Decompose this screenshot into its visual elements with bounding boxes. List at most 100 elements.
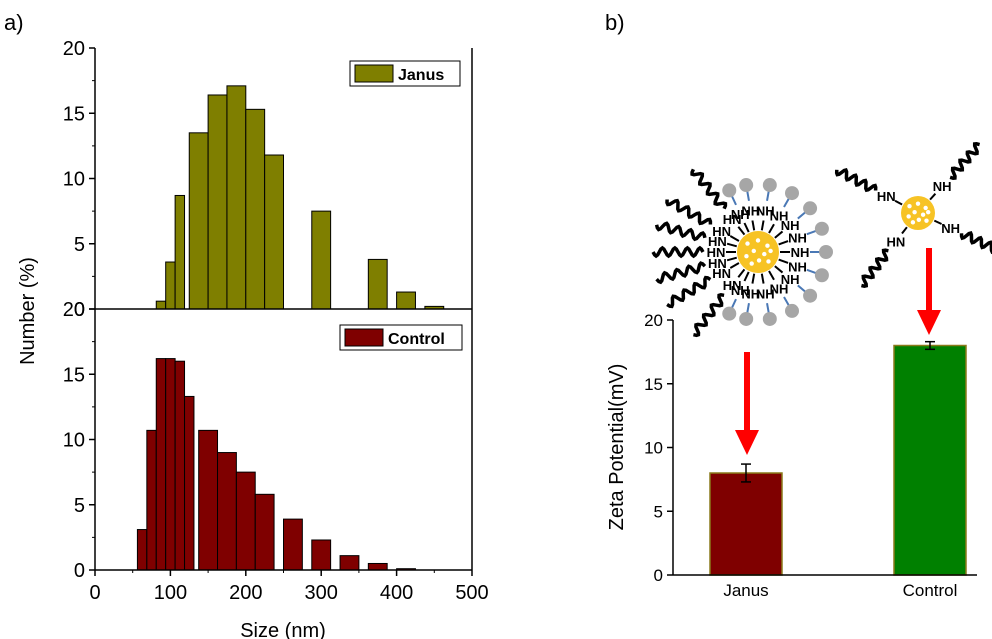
polymer-chain-left-4 [665, 198, 713, 226]
panel-label-b: b) [605, 10, 625, 35]
arrow-janus [735, 352, 759, 455]
panel-label-a: a) [4, 10, 24, 35]
control-label-0: HN [877, 189, 896, 204]
core-dot-janus-7 [766, 259, 771, 264]
nh-label-1: NH [770, 209, 789, 224]
spacer-right-9 [746, 303, 750, 314]
bar-janus-3 [188, 132, 209, 310]
control-linker-2 [901, 226, 908, 235]
core-dot-control-0 [907, 204, 912, 209]
bar-control-6 [198, 429, 219, 571]
ligand-end-5 [814, 268, 829, 283]
bar-janus-5 [226, 85, 247, 310]
linker-right-11 [751, 220, 756, 231]
core-dot-janus-9 [768, 248, 773, 254]
y-tick-label-b-4: 20 [644, 311, 663, 330]
hn-label-2: HN [707, 245, 726, 260]
core-dot-janus-4 [762, 251, 767, 257]
nh-label-0: NH [756, 204, 775, 219]
spacer-right-7 [783, 296, 790, 307]
nh-label-3: NH [788, 231, 807, 246]
spacer-right-1 [783, 197, 790, 208]
linker-right-5 [778, 258, 789, 264]
polymer-chain-left-3 [654, 221, 707, 242]
nh-label-8: NH [756, 286, 775, 301]
spacer-right-5 [806, 268, 817, 275]
y-tick-label-b-3: 15 [644, 375, 663, 394]
legend-label-control: Control [388, 331, 445, 348]
arrow-control [917, 248, 941, 335]
legend-swatch-janus [354, 64, 394, 83]
ligand-end-2 [803, 201, 818, 216]
spacer-right-6 [797, 284, 807, 293]
nh-label-4: NH [791, 245, 810, 260]
linker-right-10 [743, 271, 750, 282]
bar-janus-12 [396, 291, 416, 310]
control-linker-3 [933, 219, 942, 225]
y-tick-label-b-2: 10 [644, 439, 663, 458]
linker-left-1 [726, 256, 738, 262]
core-dot-janus-3 [751, 248, 756, 254]
bar-janus-4 [207, 94, 228, 310]
linker-right-3 [778, 240, 789, 246]
bar-control-8 [235, 471, 256, 571]
core-dot-janus-1 [755, 238, 761, 243]
ligand-end-10 [722, 306, 737, 321]
y-tick-label-control-0: 0 [74, 560, 85, 582]
linker-right-7 [768, 270, 775, 281]
core-dot-janus-2 [765, 243, 770, 248]
polymer-chain-left-6 [693, 293, 725, 338]
control-polymer-chain-1 [949, 142, 981, 180]
bar-control-11 [311, 539, 332, 571]
bar-janus-6 [245, 108, 266, 310]
hn-label-0: HN [712, 266, 731, 281]
hn-label-5: HN [723, 212, 742, 227]
bar-janus-2 [174, 194, 186, 310]
category-label-control: Control [903, 581, 958, 600]
category-label-janus: Janus [723, 581, 768, 600]
linker-right-6 [774, 265, 784, 274]
core-dot-janus-8 [749, 261, 754, 266]
nh-label-2: NH [781, 218, 800, 233]
polymer-chain-left-1 [655, 261, 707, 285]
core-dot-control-4 [920, 212, 926, 217]
core-dot-janus-5 [744, 254, 749, 259]
y-tick-label-b-1: 5 [654, 502, 663, 521]
ligand-end-7 [785, 303, 799, 318]
ligand-end-4 [819, 245, 833, 259]
bar-janus-0 [155, 300, 167, 310]
ligand-end-8 [762, 311, 777, 326]
control-polymer-chain-2 [861, 248, 889, 288]
y-tick-label-control-4: 20 [63, 299, 85, 321]
control-polymer-chain-0 [834, 168, 878, 193]
ligand-end-9 [739, 311, 754, 326]
core-dot-control-7 [924, 218, 929, 223]
bar-janus-1 [165, 261, 176, 310]
x-axis-label-a: Size (nm) [240, 620, 326, 639]
legend-janus: Janus [349, 60, 461, 87]
linker-left-6 [737, 268, 746, 278]
core-dot-control-6 [916, 217, 922, 222]
linker-right-12 [743, 222, 750, 233]
legend-label-janus: Janus [398, 67, 444, 84]
bar-control-0 [136, 529, 148, 571]
bar-control-7 [217, 452, 237, 571]
ligand-end-6 [803, 288, 818, 303]
core-dot-janus-0 [745, 241, 750, 246]
bar-control-13 [367, 562, 388, 571]
control-label-2: HN [886, 234, 905, 249]
ligand-end-3 [814, 221, 829, 236]
core-dot-control-5 [906, 214, 911, 219]
control-label-1: NH [933, 179, 952, 194]
bar-janus-9 [311, 210, 332, 310]
spacer-right-2 [797, 211, 807, 220]
nh-label-11: NH [741, 204, 760, 219]
core-dot-control-3 [912, 209, 917, 215]
bar-control-4 [174, 360, 186, 571]
core-dot-control-2 [923, 205, 928, 211]
hn-label-4: HN [712, 224, 731, 239]
bar-control-5 [184, 395, 195, 571]
y-tick-label-janus-0: 0 [74, 299, 85, 321]
x-tick-label-control-5: 500 [455, 582, 488, 604]
